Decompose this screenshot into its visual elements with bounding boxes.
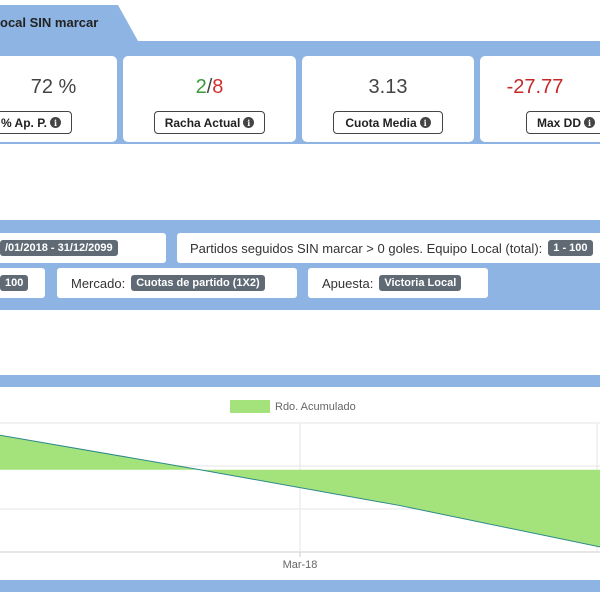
title-bar: ocal SIN marcar: [0, 0, 600, 41]
stat-label-racha[interactable]: Racha Actual i: [154, 111, 265, 134]
racha-sep: /: [206, 76, 213, 98]
condition-text: Partidos seguidos SIN marcar > 0 goles. …: [190, 240, 543, 256]
stat-label-text: Max DD: [536, 115, 581, 130]
date-range-filter[interactable]: /01/2018 - 31/12/2099: [0, 233, 166, 263]
bet-filter[interactable]: Apuesta: Victoria Local: [308, 268, 488, 298]
cumulative-result-chart: Rdo. Acumulado Mar-18: [0, 400, 600, 571]
stats-panel: 72 % % Ap. P. i 2/8 Racha Actual i 3.13 …: [0, 41, 600, 144]
stat-value-racha: 2/8: [123, 76, 296, 99]
series-layer: [0, 434, 600, 548]
market-filter[interactable]: Mercado: Cuotas de partido (1X2): [57, 268, 297, 298]
bet-label: Apuesta:: [322, 275, 374, 291]
stat-card-maxdd: -27.77 Max DD i: [480, 56, 600, 142]
info-icon[interactable]: i: [584, 117, 595, 128]
stat-label-text: Racha Actual: [164, 115, 241, 130]
market-label: Mercado:: [71, 275, 126, 291]
info-icon[interactable]: i: [419, 117, 431, 128]
market-value: Cuotas de partido (1X2): [131, 275, 265, 291]
stat-label-text: Cuota Media: [345, 115, 417, 130]
chart-container: Rdo. Acumulado Mar-18: [0, 387, 600, 580]
date-range-value: /01/2018 - 31/12/2099: [0, 240, 118, 256]
chart-panel: Rdo. Acumulado Mar-18: [0, 375, 600, 592]
stat-label-cuota[interactable]: Cuota Media i: [333, 111, 443, 134]
racha-wins: 2: [195, 76, 207, 98]
stat-label-ap[interactable]: % Ap. P. i: [0, 111, 72, 134]
series-line: [0, 434, 600, 548]
condition-value: 1 - 100: [548, 240, 593, 256]
stat-label-text: % Ap. P.: [0, 115, 47, 130]
x-tick-label: Mar-18: [283, 559, 318, 571]
legend-swatch[interactable]: [230, 400, 270, 413]
title-tab: [0, 5, 138, 41]
stat-value-ap: 72 %: [30, 76, 77, 98]
range-value: 100: [0, 275, 29, 291]
filters-panel: /01/2018 - 31/12/2099 Partidos seguidos …: [0, 220, 600, 310]
stat-card-cuota: 3.13 Cuota Media i: [302, 56, 474, 142]
stat-card-ap: 72 % % Ap. P. i: [0, 56, 117, 142]
stat-value-cuota: 3.13: [368, 76, 408, 98]
condition-filter[interactable]: Partidos seguidos SIN marcar > 0 goles. …: [177, 233, 600, 263]
range-filter[interactable]: 100: [0, 268, 45, 298]
stat-value-maxdd: -27.77: [506, 76, 564, 98]
bet-value: Victoria Local: [379, 275, 462, 291]
info-icon[interactable]: i: [243, 117, 255, 128]
legend-label[interactable]: Rdo. Acumulado: [275, 401, 356, 413]
page-title: ocal SIN marcar: [0, 15, 99, 30]
info-icon[interactable]: i: [50, 117, 61, 128]
stat-label-maxdd[interactable]: Max DD i: [526, 111, 600, 134]
racha-losses: 8: [212, 76, 224, 98]
series-area: [0, 435, 600, 547]
stat-card-racha: 2/8 Racha Actual i: [123, 56, 296, 142]
